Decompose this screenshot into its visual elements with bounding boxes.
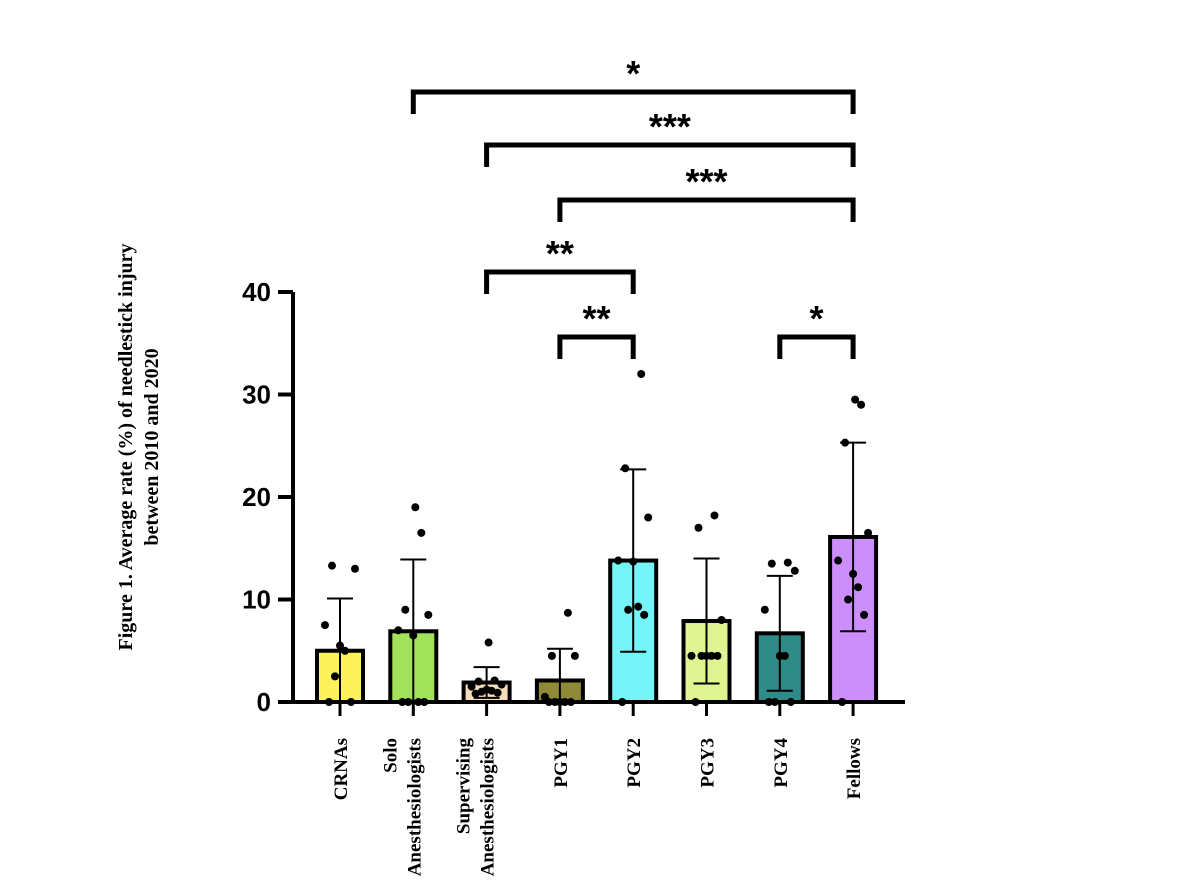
data-point-7-4 — [849, 569, 858, 578]
data-point-7-8 — [857, 400, 866, 409]
data-point-1-5 — [394, 626, 403, 635]
data-point-0-5 — [321, 621, 329, 630]
data-point-7-1 — [860, 610, 869, 619]
figure-caption: Figure 1. Average rate (%) of needlestic… — [115, 244, 163, 651]
y-tick-label-0: 0 — [257, 687, 271, 717]
data-point-7-5 — [834, 556, 843, 565]
x-tick-label-1-0: Solo — [380, 738, 401, 773]
data-point-1-6 — [424, 610, 433, 619]
x-tick-label-5-0: PGY3 — [698, 738, 719, 788]
data-point-2-4 — [482, 685, 491, 694]
data-point-5-4 — [702, 651, 711, 660]
data-point-3-7 — [547, 651, 556, 660]
data-point-1-4 — [409, 631, 418, 640]
data-point-3-8 — [563, 608, 572, 617]
data-point-1-9 — [411, 503, 420, 512]
data-point-0-7 — [328, 561, 336, 570]
data-point-4-6 — [644, 513, 653, 522]
data-point-2-6 — [497, 680, 506, 689]
significance-label-2: *** — [685, 161, 727, 202]
significance-label-1: *** — [649, 106, 691, 147]
x-tick-label-7-0: Fellows — [844, 738, 865, 799]
x-tick-label-1-1: Anesthesiologists — [404, 738, 425, 876]
data-point-1-8 — [417, 528, 426, 537]
data-point-1-7 — [401, 605, 410, 614]
data-point-2-9 — [484, 638, 493, 647]
caption-line-2: between 2010 and 2020 — [141, 348, 163, 545]
data-point-4-3 — [634, 602, 643, 611]
x-tick-label-3-0: PGY1 — [551, 738, 572, 788]
significance-bracket-3 — [484, 269, 636, 294]
data-point-5-1 — [713, 651, 722, 660]
significance-label-3: ** — [546, 233, 574, 274]
data-point-6-6 — [790, 566, 799, 575]
data-point-2-0 — [471, 689, 480, 698]
data-point-6-8 — [783, 558, 792, 567]
data-point-0-3 — [341, 646, 349, 655]
data-point-0-4 — [336, 641, 344, 650]
significance-bracket-0 — [410, 89, 856, 114]
x-tick-label-4-0: PGY2 — [624, 738, 645, 788]
data-point-3-5 — [540, 692, 549, 701]
data-point-4-1 — [640, 610, 649, 619]
significance-bracket-1 — [484, 142, 856, 167]
significance-bracket-2 — [557, 197, 856, 222]
data-point-0-2 — [331, 672, 339, 681]
significance-bracket-4 — [557, 334, 636, 359]
significance-label-5: * — [809, 298, 823, 339]
significance-label-0: * — [626, 53, 640, 94]
data-point-2-1 — [493, 688, 502, 697]
data-point-5-5 — [687, 651, 696, 660]
data-point-6-5 — [760, 605, 769, 614]
data-point-7-2 — [844, 595, 853, 604]
data-point-4-8 — [637, 370, 646, 378]
data-point-7-6 — [864, 528, 873, 537]
data-point-5-8 — [710, 511, 719, 520]
caption-line-1: Figure 1. Average rate (%) of needlestic… — [115, 244, 137, 651]
data-point-4-5 — [614, 556, 623, 565]
data-point-5-6 — [717, 616, 726, 624]
data-point-7-3 — [854, 583, 863, 592]
data-point-4-4 — [629, 557, 638, 566]
data-point-2-8 — [490, 676, 499, 685]
data-point-7-7 — [841, 438, 850, 447]
y-tick-label-20: 20 — [242, 482, 271, 512]
data-point-6-4 — [775, 651, 784, 660]
data-point-2-7 — [474, 677, 483, 686]
data-point-7-9 — [851, 395, 860, 404]
significance-label-4: ** — [583, 298, 611, 339]
data-point-5-7 — [694, 523, 703, 532]
data-point-6-7 — [767, 559, 776, 568]
data-point-4-7 — [621, 464, 630, 473]
y-tick-label-10: 10 — [242, 585, 271, 615]
x-tick-label-2-0: Supervising — [454, 738, 475, 835]
x-tick-label-6-0: PGY4 — [771, 738, 792, 788]
x-tick-label-2-1: Anesthesiologists — [478, 738, 499, 876]
data-point-3-6 — [570, 651, 579, 660]
y-tick-label-40: 40 — [242, 277, 271, 307]
data-point-2-5 — [467, 682, 476, 691]
y-tick-label-30: 30 — [242, 380, 271, 410]
data-point-0-6 — [351, 564, 359, 573]
data-point-4-2 — [624, 605, 633, 614]
x-tick-label-0-0: CRNAs — [331, 738, 352, 800]
significance-bracket-5 — [777, 334, 856, 359]
